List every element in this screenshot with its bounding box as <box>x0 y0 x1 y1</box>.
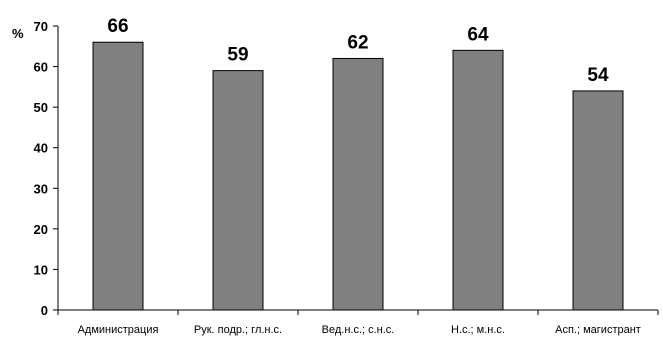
data-label: 59 <box>227 45 248 66</box>
data-label: 54 <box>587 65 609 86</box>
y-tick-label: 60 <box>34 60 48 75</box>
y-tick-label: 70 <box>34 19 48 34</box>
data-label: 64 <box>467 24 489 45</box>
bar <box>92 41 144 311</box>
y-unit-label: % <box>12 26 24 41</box>
x-axis: Администрация Рук. подр.; гл.н.с. Вед.н.с.… <box>57 309 659 336</box>
y-axis: 0 10 20 30 40 50 60 70 <box>34 19 59 318</box>
y-tick-label: 40 <box>34 141 48 156</box>
y-tick-label: 20 <box>34 222 48 237</box>
category-label: Вед.н.с.; с.н.с. <box>322 324 395 336</box>
y-tick-label: 50 <box>34 100 48 115</box>
category-label: Администрация <box>78 324 159 336</box>
data-label: 62 <box>347 32 368 53</box>
bar <box>572 90 624 311</box>
y-tick-label: 30 <box>34 181 48 196</box>
category-label: Н.с.; м.н.с. <box>451 324 505 336</box>
category-label: Рук. подр.; гл.н.с. <box>194 324 282 336</box>
bars: 66 59 62 64 54 <box>92 16 624 311</box>
category-label: Асп.; магистрант <box>555 324 641 336</box>
bar <box>332 57 384 311</box>
y-tick-label: 10 <box>34 262 48 277</box>
y-tick-label: 0 <box>41 303 48 318</box>
bar <box>212 70 264 311</box>
data-label: 66 <box>107 16 128 37</box>
bar <box>452 49 504 311</box>
